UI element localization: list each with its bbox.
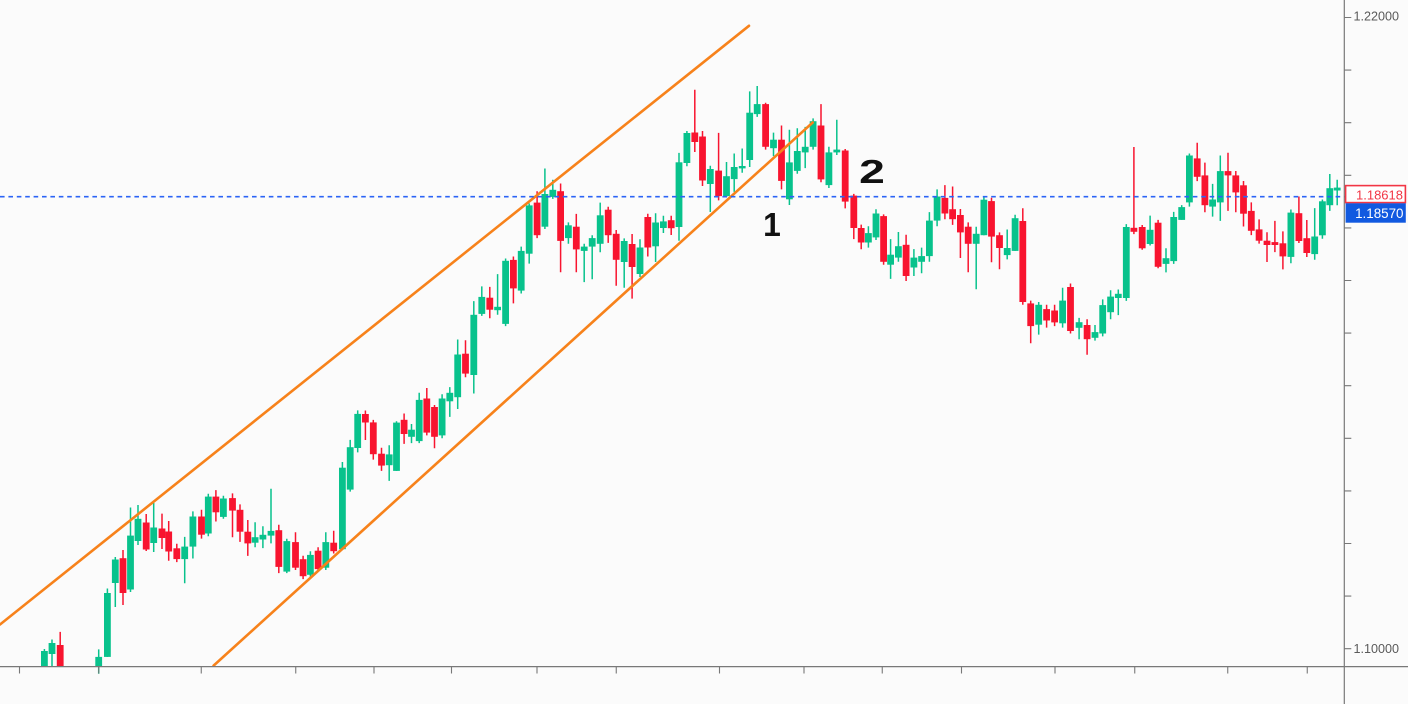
svg-text:1: 1 [763, 205, 781, 243]
svg-text:1.22000: 1.22000 [1354, 10, 1400, 24]
svg-text:1.10000: 1.10000 [1354, 642, 1400, 656]
svg-text:1.18570: 1.18570 [1355, 206, 1403, 221]
svg-text:2: 2 [859, 152, 885, 190]
svg-text:1.18618: 1.18618 [1356, 187, 1403, 202]
